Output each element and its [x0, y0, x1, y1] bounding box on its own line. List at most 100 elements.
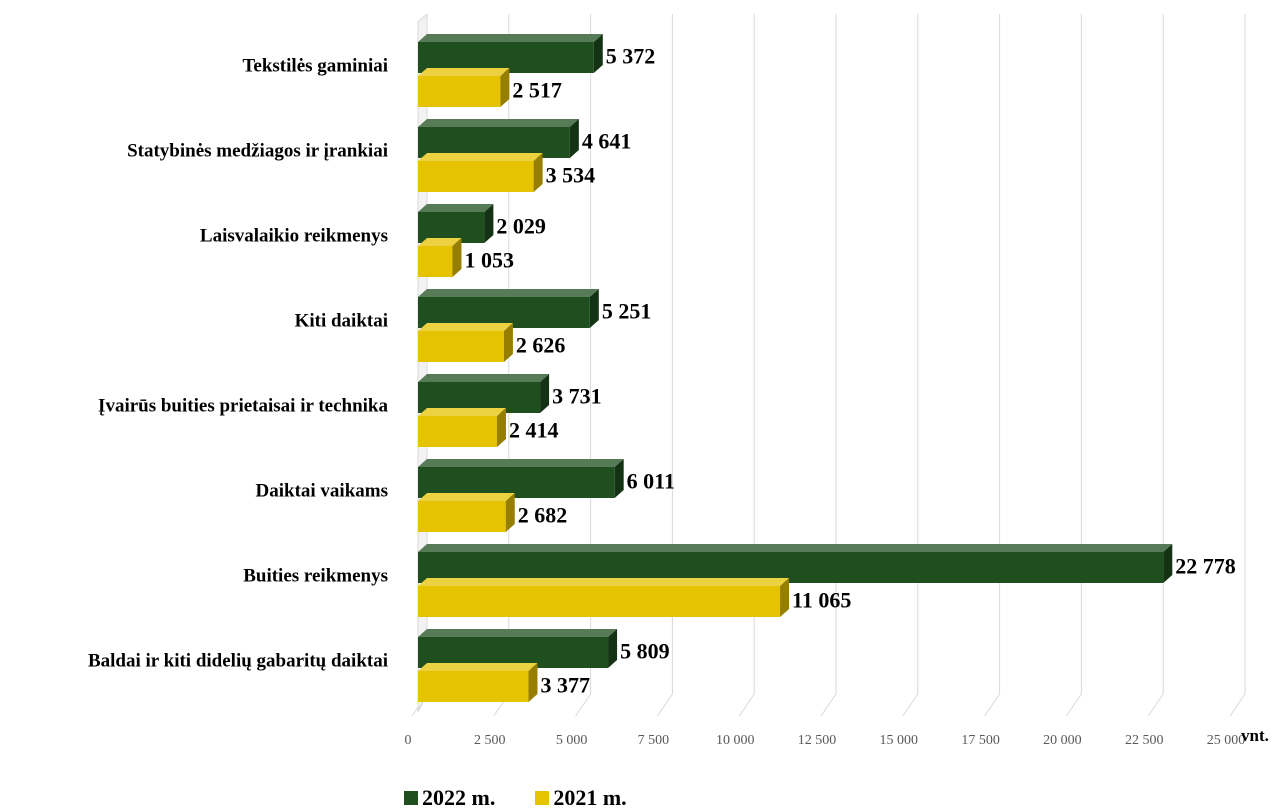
bar-side-face [452, 238, 462, 277]
bar-top-face [418, 34, 603, 42]
bar-2021 [418, 663, 538, 702]
bar-top-face [418, 204, 494, 212]
value-label: 2 029 [496, 214, 546, 239]
bar-top-face [418, 493, 515, 501]
x-tick-label: 0 [405, 733, 412, 748]
bar-front-face [418, 127, 570, 158]
value-label: 5 251 [602, 299, 652, 324]
bar-top-face [418, 119, 579, 127]
bar-front-face [418, 42, 594, 73]
x-tick-label: 7 500 [638, 733, 670, 748]
x-axis-unit-label: vnt. [1241, 726, 1269, 745]
category-label: Kiti daiktai [295, 311, 388, 332]
value-label: 2 682 [518, 503, 568, 528]
value-label: 11 065 [792, 588, 851, 613]
x-axis-ticks: 0 2 500 5 000 7 500 10 000 12 500 15 000 17 500… [405, 733, 1246, 748]
bar-top-face [418, 578, 790, 586]
legend-swatch-2021 [535, 791, 550, 805]
bar-side-face [569, 119, 579, 158]
bar-front-face [418, 552, 1164, 583]
bar-2022 [418, 34, 603, 73]
bars [418, 34, 1173, 702]
legend-label-2021: 2021 m. [553, 785, 627, 810]
bar-side-face [533, 153, 543, 192]
bar-side-face [540, 374, 550, 413]
value-label: 1 053 [464, 248, 514, 273]
x-tick-label: 15 000 [880, 733, 919, 748]
value-label: 2 517 [512, 78, 562, 103]
bar-top-face [418, 629, 618, 637]
bar-2021 [418, 153, 543, 192]
gridline-floor [984, 693, 1001, 717]
value-label: 5 809 [620, 639, 670, 664]
bar-side-face [496, 408, 506, 447]
gridline-floor [656, 693, 673, 717]
bar-side-face [528, 663, 538, 702]
legend-item-2021: 2021 m. [535, 785, 627, 810]
value-label: 3 731 [552, 384, 602, 409]
bar-top-face [418, 68, 510, 76]
bar-side-face [500, 68, 510, 107]
bar-side-face [503, 323, 513, 362]
bar-2022 [418, 204, 494, 243]
value-label: 2 626 [516, 333, 566, 358]
legend-item-2022: 2022 m. [404, 786, 495, 810]
x-tick-label: 22 500 [1125, 733, 1164, 748]
bar-2022 [418, 289, 599, 328]
legend-swatch-2022 [404, 791, 418, 805]
bar-front-face [418, 637, 609, 668]
bar-side-face [505, 493, 515, 532]
bar-front-face [418, 501, 506, 532]
bar-top-face [418, 459, 624, 467]
legend-label-2022: 2022 m. [422, 785, 496, 810]
gridline-floor [902, 693, 919, 717]
bar-top-face [418, 238, 462, 246]
bar-front-face [418, 76, 501, 107]
gridline-floor [1229, 693, 1246, 717]
bar-top-face [418, 408, 506, 416]
gridline-floor [575, 693, 592, 717]
x-tick-label: 10 000 [716, 733, 755, 748]
bar-front-face [418, 161, 534, 192]
category-label: Statybinės medžiagos ir įrankiai [127, 141, 388, 162]
value-label: 6 011 [627, 469, 675, 494]
bar-2021 [418, 68, 510, 107]
value-label: 2 414 [509, 418, 559, 443]
bar-side-face [780, 578, 790, 617]
bar-side-face [1163, 544, 1173, 583]
x-tick-label: 2 500 [474, 733, 506, 748]
bar-side-face [608, 629, 618, 668]
bar-top-face [418, 374, 550, 382]
bar-2022 [418, 374, 550, 413]
bar-front-face [418, 246, 453, 277]
value-label: 3 534 [546, 163, 596, 188]
bar-front-face [418, 331, 504, 362]
x-tick-label: 20 000 [1043, 733, 1082, 748]
x-tick-label: 12 500 [798, 733, 837, 748]
bar-side-face [614, 459, 624, 498]
category-label: Laisvalaikio reikmenys [200, 226, 388, 247]
bar-front-face [418, 671, 529, 702]
category-label: Daiktai vaikams [256, 481, 389, 502]
category-label: Buities reikmenys [243, 566, 388, 587]
bar-top-face [418, 544, 1173, 552]
bar-top-face [418, 323, 513, 331]
bar-2022 [418, 544, 1173, 583]
bar-2022 [418, 629, 618, 668]
gridline-floor [1065, 693, 1082, 717]
gridline-floor [820, 693, 837, 717]
bar-front-face [418, 467, 615, 498]
category-label: Baldai ir kiti didelių gabaritų daiktai [88, 651, 388, 672]
x-tick-label: 25 000 [1207, 733, 1246, 748]
bar-2021 [418, 408, 506, 447]
bar-side-face [589, 289, 599, 328]
value-label: 4 641 [582, 129, 632, 154]
bar-front-face [418, 586, 781, 617]
x-tick-label: 5 000 [556, 733, 588, 748]
x-tick-label: 17 500 [961, 733, 1000, 748]
bar-2022 [418, 119, 579, 158]
bar-2021 [418, 238, 462, 277]
gridline-floor [738, 693, 755, 717]
category-label: Tekstilės gaminiai [242, 56, 388, 77]
